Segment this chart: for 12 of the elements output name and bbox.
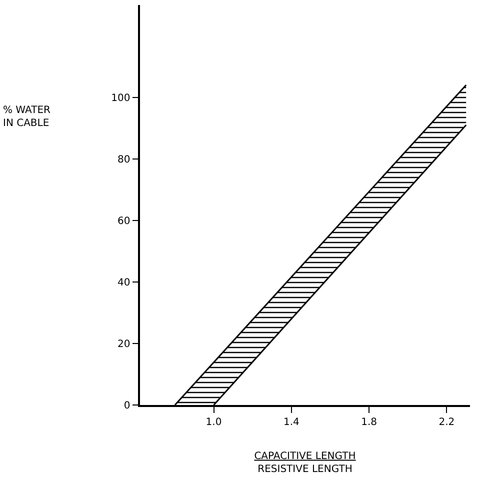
x-tick-label: 2.2	[438, 416, 455, 428]
x-tick-label: 1.8	[361, 416, 378, 428]
y-tick-label: 20	[118, 338, 130, 350]
y-tick-label: 100	[111, 92, 130, 104]
x-axis-title: CAPACITIVE LENGTH RESISTIVE LENGTH	[254, 450, 356, 475]
y-tick-label: 40	[118, 277, 130, 288]
y-tick-label: 60	[118, 216, 130, 227]
y-tick-label: 80	[118, 154, 130, 166]
x-tick-label: 1.4	[283, 416, 300, 428]
x-tick-label: 1.0	[206, 416, 222, 428]
text: % WATER IN CABLE	[3, 105, 51, 129]
y-tick-label: 0	[124, 400, 130, 412]
